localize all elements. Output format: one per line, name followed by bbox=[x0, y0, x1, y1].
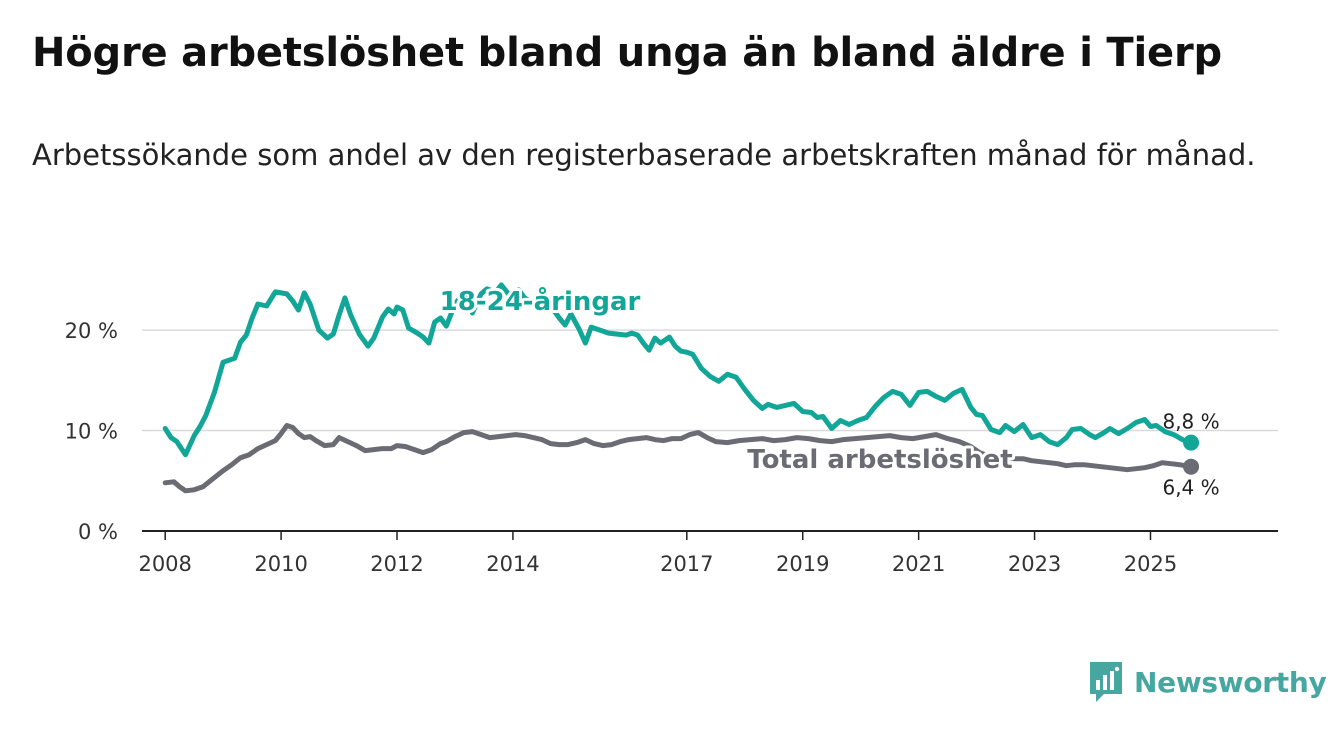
end-point-youth bbox=[1183, 434, 1200, 451]
x-tick-label: 2008 bbox=[138, 552, 191, 576]
x-tick-label: 2017 bbox=[660, 552, 713, 576]
x-tick-label: 2025 bbox=[1124, 552, 1177, 576]
bar-chart-badge-icon bbox=[1090, 662, 1122, 702]
x-tick-label: 2021 bbox=[892, 552, 945, 576]
y-tick-label: 10 % bbox=[65, 420, 118, 444]
x-tick-label: 2023 bbox=[1008, 552, 1061, 576]
end-value-label-youth: 8,8 % bbox=[1162, 410, 1219, 434]
x-tick-label: 2019 bbox=[776, 552, 829, 576]
series-label-total: Total arbetslöshet bbox=[747, 445, 1012, 475]
series-line-youth bbox=[162, 282, 1194, 458]
x-tick-label: 2012 bbox=[370, 552, 423, 576]
brand-logo: Newsworthy bbox=[1088, 660, 1327, 704]
x-tick-label: 2014 bbox=[486, 552, 539, 576]
y-tick-label: 0 % bbox=[78, 520, 118, 544]
end-value-label-total: 6,4 % bbox=[1162, 476, 1219, 500]
x-tick-label: 2010 bbox=[254, 552, 307, 576]
brand-name: Newsworthy bbox=[1134, 665, 1327, 699]
chart-subtitle: Arbetssökande som andel av den registerb… bbox=[32, 138, 1256, 172]
series-line-total bbox=[162, 423, 1194, 494]
end-point-total bbox=[1183, 458, 1200, 475]
y-tick-label: 20 % bbox=[65, 319, 118, 343]
series-label-youth: 18-24-åringar bbox=[440, 285, 641, 317]
chart-title: Högre arbetslöshet bland unga än bland ä… bbox=[32, 30, 1222, 76]
